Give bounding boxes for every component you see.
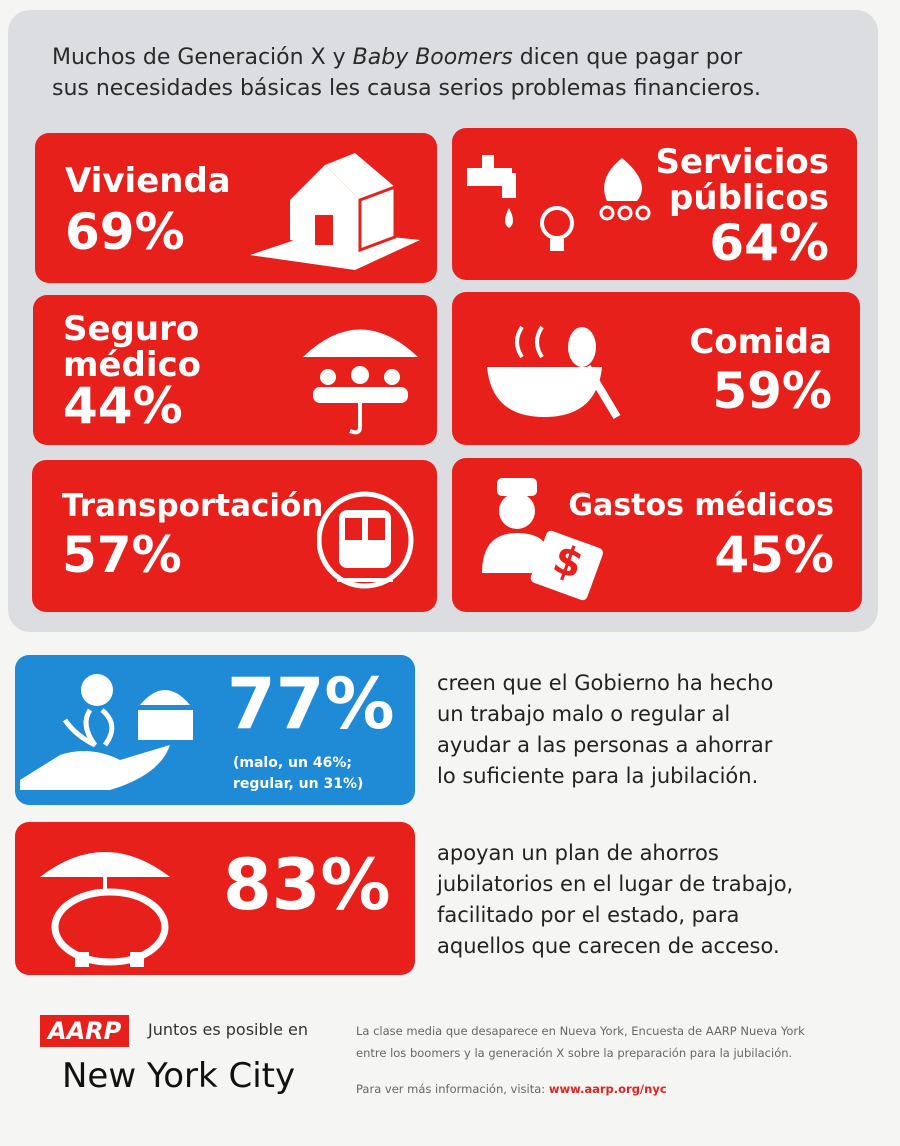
card-label: Seguro médico xyxy=(63,311,201,383)
savings-icon xyxy=(20,674,193,790)
food-icon xyxy=(487,325,621,420)
finding-text: creen que el Gobierno ha hecho un trabajo… xyxy=(437,668,773,792)
finding-note: (malo, un 46%; regular, un 31%) xyxy=(233,753,363,795)
source: La clase media que desaparece en Nueva Y… xyxy=(356,1020,805,1064)
title-text: sus necesidades básicas les causa serios… xyxy=(52,76,762,101)
label-line: médico xyxy=(63,345,201,385)
card-percent: 64% xyxy=(709,214,829,272)
medical-icon: $ xyxy=(482,478,604,601)
card-percent: 69% xyxy=(65,203,185,261)
text-line: jubilatorios en el lugar de trabajo, xyxy=(437,872,794,896)
more-info: Para ver más información, visita: www.aa… xyxy=(356,1082,667,1096)
label-line: públicos xyxy=(669,178,829,218)
label-line: Servicios xyxy=(655,142,829,182)
title-text: Muchos de Generación X y xyxy=(52,45,353,70)
card-label: Servicios públicos xyxy=(655,144,829,216)
finding-percent: 77% xyxy=(227,663,395,745)
source-line: entre los boomers y la generación X sobr… xyxy=(356,1046,793,1060)
tagline: Juntos es posible en xyxy=(148,1020,308,1039)
text-line: lo suficiente para la jubilación. xyxy=(437,764,759,788)
card-percent: 57% xyxy=(62,526,182,584)
card-label: Gastos médicos xyxy=(568,488,834,523)
finding-card: 77% (malo, un 46%; regular, un 31%) xyxy=(15,655,415,805)
note-line: regular, un 31%) xyxy=(233,776,364,792)
card: Servicios públicos 64% xyxy=(452,128,857,280)
note-line: (malo, un 46%; xyxy=(233,755,352,771)
piggy-icon xyxy=(40,852,170,967)
card: Vivienda 69% xyxy=(35,133,437,283)
city: New York City xyxy=(62,1056,296,1096)
url[interactable]: www.aarp.org/nyc xyxy=(548,1082,667,1096)
finding-text: apoyan un plan de ahorros jubilatorios en… xyxy=(437,838,793,962)
text-line: facilitado por el estado, para xyxy=(437,903,740,927)
text-line: aquellos que carecen de acceso. xyxy=(437,934,780,958)
train-icon xyxy=(317,491,414,589)
title-emphasis: Baby Boomers xyxy=(352,45,513,70)
more-info-text: Para ver más información, visita: xyxy=(356,1082,549,1096)
card-label: Transportación xyxy=(62,488,324,524)
card: Comida 59% xyxy=(452,292,860,445)
text-line: apoyan un plan de ahorros xyxy=(437,841,719,865)
card: Gastos médicos 45% $ xyxy=(452,458,862,612)
finding-percent: 83% xyxy=(223,844,391,926)
card-percent: 59% xyxy=(712,362,832,420)
source-line: La clase media que desaparece en Nueva Y… xyxy=(356,1024,805,1038)
label-line: Seguro xyxy=(63,309,200,349)
utilities-icon xyxy=(467,155,651,251)
card: Seguro médico 44% xyxy=(33,295,437,445)
card-percent: 44% xyxy=(63,377,183,435)
text-line: ayudar a las personas a ahorrar xyxy=(437,733,773,757)
card-label: Comida xyxy=(689,322,832,362)
text-line: creen que el Gobierno ha hecho xyxy=(437,671,774,695)
text-line: un trabajo malo o regular al xyxy=(437,702,731,726)
card: Transportación 57% xyxy=(32,460,437,612)
title: Muchos de Generación X y Baby Boomers di… xyxy=(52,42,761,104)
house-icon xyxy=(250,153,420,270)
card-label: Vivienda xyxy=(65,161,231,201)
title-text: dicen que pagar por xyxy=(512,45,743,70)
finding-card: 83% xyxy=(15,822,415,975)
logo: AARP xyxy=(40,1015,130,1047)
insurance-icon xyxy=(303,329,418,435)
card-percent: 45% xyxy=(714,526,834,584)
